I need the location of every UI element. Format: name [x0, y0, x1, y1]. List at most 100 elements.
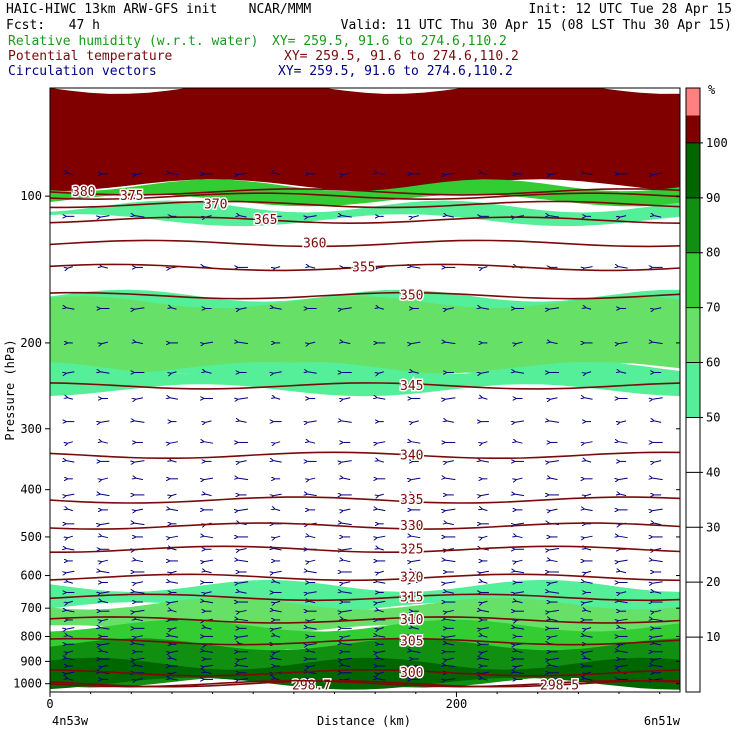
- init-time: Init: 12 UTC Tue 28 Apr 15: [528, 2, 733, 17]
- colorbar-tick-label: 80: [706, 246, 720, 260]
- colorbar-swatch: [686, 142, 700, 198]
- wind-vector: [102, 651, 108, 653]
- wind-vector: [481, 627, 489, 630]
- wind-vector: [136, 478, 144, 481]
- wind-vector: [515, 591, 525, 594]
- wind-vector: [411, 536, 421, 539]
- theta-contour-line: [50, 593, 680, 602]
- wind-vector: [342, 307, 352, 310]
- y-tick-label: 500: [20, 530, 42, 544]
- wind-vector: [515, 522, 525, 525]
- wind-vector: [481, 610, 489, 613]
- wind-vector: [586, 461, 592, 463]
- wind-vector: [66, 371, 75, 374]
- wind-vector: [134, 307, 145, 310]
- wind-vector: [551, 665, 558, 668]
- wind-vector: [240, 592, 247, 594]
- wind-vector: [379, 549, 384, 551]
- y-tick-label: 200: [20, 336, 42, 350]
- theta-contour-line: [50, 522, 680, 530]
- wind-vector: [445, 172, 456, 175]
- wind-vector: [240, 460, 247, 463]
- wind-vector: [206, 672, 212, 675]
- wind-vector: [620, 591, 627, 594]
- wind-vector: [586, 610, 592, 613]
- colorbar-swatch: [686, 472, 700, 528]
- colorbar-swatch: [686, 362, 700, 418]
- wind-vector: [274, 371, 282, 374]
- wind-vector: [586, 493, 592, 496]
- wind-vector: [206, 628, 212, 630]
- wind-vector: [653, 342, 663, 345]
- wind-vector: [102, 559, 108, 562]
- field-vectors-label: Circulation vectors: [8, 64, 157, 79]
- wind-vector: [100, 372, 110, 374]
- wind-vector: [275, 582, 281, 584]
- wind-vector: [653, 665, 663, 668]
- wind-vector: [377, 398, 386, 400]
- wind-vector: [102, 267, 108, 269]
- x-axis: 0 200: [46, 692, 661, 711]
- wind-vector: [585, 650, 593, 653]
- colorbar-swatch: [686, 582, 700, 638]
- wind-vector: [343, 397, 351, 400]
- theta-contour-line: [50, 192, 680, 201]
- wind-vector: [134, 523, 145, 526]
- wind-vector: [275, 600, 281, 603]
- wind-vector: [654, 460, 662, 463]
- wind-vector: [447, 421, 454, 423]
- wind-vector: [342, 216, 352, 218]
- wind-vector: [377, 535, 386, 538]
- wind-vector: [134, 421, 145, 423]
- wind-vector: [343, 581, 351, 584]
- wind-vector: [481, 671, 489, 674]
- theta-contour-label: 355: [352, 260, 375, 275]
- wind-vector: [68, 535, 73, 538]
- wind-vector: [620, 494, 627, 497]
- wind-vector: [342, 592, 352, 594]
- wind-vector: [102, 664, 108, 667]
- wind-vector: [308, 628, 317, 630]
- theta-contour-line: [50, 200, 680, 209]
- wind-vector: [309, 651, 316, 653]
- wind-vector: [549, 307, 560, 310]
- plot-frame: [49, 87, 681, 693]
- wind-vector: [68, 266, 73, 269]
- wind-vector: [309, 442, 316, 444]
- wind-vector: [170, 582, 179, 584]
- wind-vector: [516, 651, 523, 653]
- wind-vector: [171, 627, 177, 630]
- wind-vector: [586, 570, 592, 573]
- wind-vector: [274, 493, 282, 496]
- wind-vector: [515, 372, 525, 374]
- y-axis: 100 200 300 400 500 600 700 800 900 1000: [13, 189, 680, 691]
- theta-contour-line: [50, 451, 680, 459]
- wind-vector: [586, 671, 592, 674]
- wind-vector: [551, 635, 558, 638]
- colorbar-swatch: [686, 637, 700, 692]
- y-tick-label: 400: [20, 483, 42, 497]
- wind-vector: [413, 571, 419, 574]
- wind-vector: [586, 549, 592, 551]
- wind-vector: [619, 601, 628, 604]
- wind-vector: [134, 643, 145, 646]
- wind-vector: [413, 494, 419, 497]
- wind-vector: [68, 600, 73, 603]
- wind-vector: [654, 216, 662, 218]
- colorbar-tick-label: 60: [706, 356, 720, 370]
- wind-vector: [275, 650, 281, 653]
- theta-contour-label: 345: [400, 379, 423, 394]
- wind-vector: [653, 619, 663, 622]
- wind-vector: [309, 601, 316, 604]
- wind-vector: [586, 308, 592, 310]
- wind-vector: [66, 658, 75, 661]
- colorbar-tick-label: 100: [706, 136, 728, 150]
- theta-contour-label: 298.5: [540, 679, 579, 694]
- rh-band: [50, 361, 680, 397]
- wind-vector: [619, 477, 628, 480]
- y-tick-label: 600: [20, 569, 42, 583]
- theta-contour-label: 335: [400, 493, 423, 508]
- wind-vector: [274, 461, 282, 463]
- wind-vector: [274, 308, 282, 310]
- wind-vector: [343, 478, 351, 481]
